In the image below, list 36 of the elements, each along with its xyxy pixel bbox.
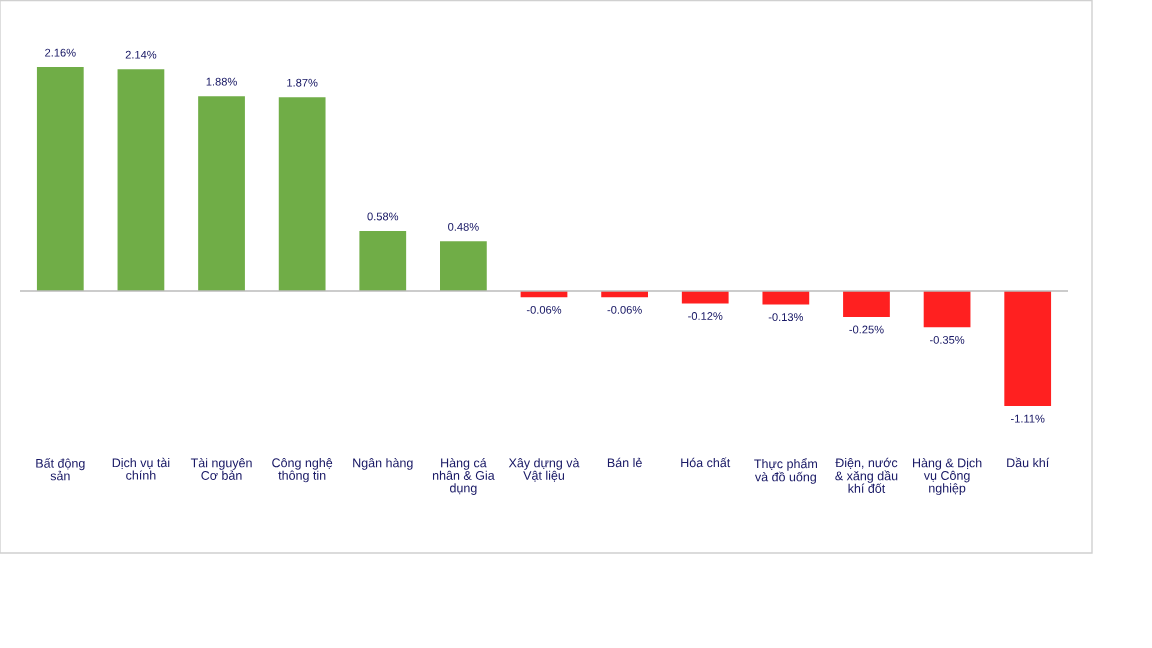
data-label: 0.48% xyxy=(448,222,479,231)
x-tick-label: Hàng cá nhân & Gia dụng xyxy=(432,458,495,495)
data-label: 2.14% xyxy=(125,50,157,59)
data-label: 1.87% xyxy=(287,78,318,87)
x-tick-label: Công nghệ thông tin xyxy=(272,458,333,483)
bar xyxy=(117,69,165,292)
x-tick-label: Xây dựng và Vật liệu xyxy=(508,458,580,482)
bar xyxy=(762,291,810,305)
bar xyxy=(923,291,971,328)
x-tick-label: Dịch vụ tài chính xyxy=(112,457,170,480)
data-label: -1.11% xyxy=(1010,414,1045,423)
x-tick-label: Bán lẻ xyxy=(607,457,642,468)
data-label: -0.12% xyxy=(688,312,723,320)
data-label: 1.88% xyxy=(206,77,237,86)
bar xyxy=(843,291,890,317)
data-label: -0.25% xyxy=(849,325,884,334)
bar xyxy=(359,230,407,292)
x-tick-label: Hàng & Dịch vụ Công nghiệp xyxy=(913,458,982,496)
x-tick-label: Tài nguyên Cơ bản xyxy=(190,458,252,480)
x-tick-label: Thực phẩm và đồ uống xyxy=(754,458,817,484)
data-label: -0.06% xyxy=(607,305,642,314)
data-label: 2.16% xyxy=(45,48,76,57)
bar xyxy=(440,241,487,292)
bar xyxy=(36,67,84,292)
data-label: 0.58% xyxy=(367,212,399,221)
bar xyxy=(278,97,326,292)
x-tick-label: Dầu khí xyxy=(1007,457,1050,468)
data-label: -0.13% xyxy=(768,313,804,322)
x-tick-label: Bất động sản xyxy=(36,458,85,481)
x-tick-label: Điện, nước & xăng dầu khí đốt xyxy=(835,457,898,493)
data-label: -0.06% xyxy=(526,305,562,314)
x-tick-label: Ngân hàng xyxy=(353,458,413,470)
x-tick-label: Hóa chất xyxy=(681,457,731,468)
data-label: -0.35% xyxy=(929,335,965,344)
bar xyxy=(198,96,245,292)
bar xyxy=(1004,291,1052,407)
